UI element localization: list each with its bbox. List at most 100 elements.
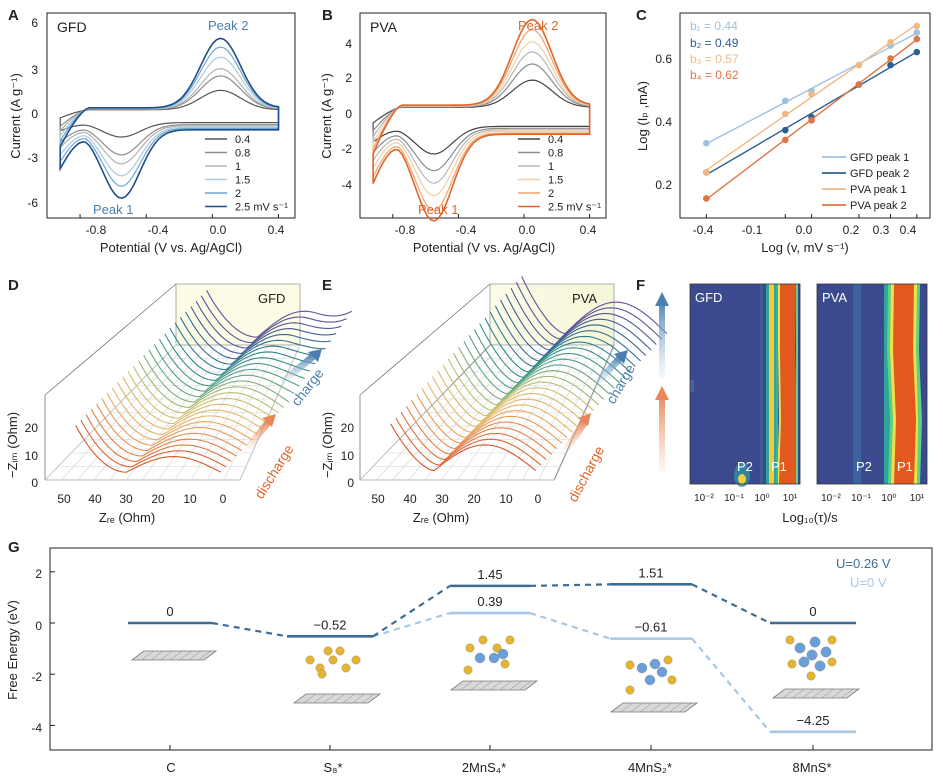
panel-c-ytick: 0.2 — [655, 178, 672, 192]
spectrum-line — [489, 311, 636, 368]
panel-b-ylabel: Current (A g⁻¹) — [319, 73, 334, 159]
legend-label: GFD peak 1 — [850, 152, 909, 164]
panel-f-right-p1: P1 — [897, 459, 913, 474]
panel-f-state-arrows — [655, 292, 669, 473]
u026-connector — [529, 583, 611, 587]
panel-e-xtick: 10 — [499, 492, 513, 506]
atom-icon — [806, 649, 818, 661]
graphene-line — [519, 680, 532, 691]
panel-e-charge-arrow — [593, 350, 628, 387]
graphene-line — [160, 650, 173, 661]
legend-label: 1.5 — [235, 175, 250, 187]
graphene-line — [342, 693, 355, 704]
panel-g-frame — [49, 547, 933, 751]
panel-a: A GFD Peak 2 Peak 1 0.4 0.81 1.52 2.5 mV s⁻… — [8, 7, 296, 255]
atom-icon — [806, 671, 816, 681]
spectrum-line — [515, 282, 662, 340]
graphene-line — [811, 688, 825, 699]
legend-label: 1 — [235, 161, 241, 173]
panel-c-b2: b₂ = 0.49 — [690, 36, 739, 50]
panel-e: E PVA charge discharge 20 10 0 5 — [320, 276, 668, 525]
panel-e-xticks: 50 40 30 20 10 0 — [371, 492, 541, 506]
panel-a-ytick: -3 — [27, 151, 38, 165]
data-point — [887, 61, 894, 69]
panel-c-ytick: 0.4 — [655, 115, 672, 129]
spectrum-line — [447, 358, 594, 411]
panel-a-ylabel: Current (A g⁻¹) — [8, 73, 23, 159]
graphene-line — [679, 702, 692, 713]
panel-f-xtick: 10¹ — [783, 493, 798, 504]
panel-c-b-values: b₁ = 0.44 b₂ = 0.49 b₃ = 0.57 b₄ = 0.62 — [690, 19, 739, 82]
graphene-line — [150, 650, 164, 661]
panel-f-xtick: 10⁰ — [881, 493, 896, 504]
legend-label: 0.8 — [235, 148, 250, 160]
panel-d-discharge: discharge — [251, 441, 297, 501]
spectrum-line — [148, 349, 295, 398]
panel-e-xtick: 20 — [467, 492, 481, 506]
atom-icon — [644, 674, 656, 686]
spectrum-line — [484, 317, 631, 373]
panel-c-xtick: 0.3 — [873, 223, 890, 237]
atom-icon — [785, 635, 795, 645]
spectrum-line — [101, 398, 248, 446]
atom-icon — [625, 685, 635, 695]
spectrum-line — [158, 338, 305, 387]
panel-d-ytick: 20 — [25, 421, 39, 435]
energy-label: 0 — [166, 604, 173, 619]
panel-a-peak2: Peak 2 — [208, 18, 248, 33]
panel-d-ytick: 0 — [31, 476, 38, 490]
panel-b-ytick: -4 — [341, 178, 352, 192]
graphene-line — [352, 693, 365, 704]
graphene-line — [640, 702, 653, 713]
spectrum-line — [200, 295, 347, 344]
data-point — [808, 91, 815, 98]
panel-g-ytick: -4 — [31, 721, 42, 735]
panel-c-xtick: 0.4 — [900, 223, 917, 237]
panel-f-xtick: 10⁻² — [821, 493, 841, 504]
spectrum-line — [400, 411, 547, 461]
spectrum-line — [179, 317, 326, 365]
panel-f-left-p1: P1 — [771, 459, 787, 474]
spectrum-line — [169, 327, 316, 376]
atom-icon — [497, 648, 509, 660]
atom-icon — [814, 660, 826, 672]
panel-d-xtick: 0 — [220, 492, 227, 506]
spectrum-line — [75, 425, 222, 473]
data-point — [887, 38, 894, 46]
atom-icon — [636, 662, 648, 674]
panel-a-xtick: 0.0 — [210, 223, 227, 237]
graphene-line — [499, 680, 512, 691]
spectrum-line — [500, 299, 647, 357]
panel-g-category: C — [166, 760, 175, 775]
panel-e-ytick: 20 — [341, 421, 355, 435]
spectrum-line — [96, 403, 243, 452]
energy-label: 1.51 — [638, 565, 663, 580]
spectrum-line — [143, 354, 290, 403]
panel-c-ylabel: Log (Iₚ ,mA) — [635, 81, 650, 151]
graphene-line — [659, 702, 672, 713]
panel-c-xtick: -0.1 — [742, 223, 763, 237]
panel-f-right-title: PVA — [822, 290, 847, 305]
data-point — [808, 117, 815, 124]
panel-g-category: 2MnS₄* — [462, 760, 506, 775]
panel-f-xtick: 10⁻² — [694, 493, 714, 504]
spectrum-line — [479, 323, 626, 379]
panel-d-letter: D — [8, 277, 19, 294]
graphene-line — [198, 650, 211, 661]
spectrum-line — [117, 381, 263, 430]
data-point — [703, 169, 710, 176]
panel-c-b1: b₁ = 0.44 — [690, 19, 738, 33]
panel-e-title: PVA — [572, 291, 597, 306]
panel-a-xtick: 0.4 — [268, 223, 285, 237]
panel-b-xtick: 0.0 — [519, 223, 536, 237]
panel-f-right-p2: P2 — [856, 459, 872, 474]
spectrum-line — [85, 414, 232, 462]
panel-g-ylabel: Free Energy (eV) — [5, 600, 20, 700]
data-point — [913, 22, 921, 30]
panel-g-ytick: -2 — [31, 670, 42, 684]
panel-a-xticks: -0.8 -0.4 0.0 0.4 — [86, 223, 285, 237]
panel-f-xtick: 10⁻¹ — [724, 493, 744, 504]
spectrum-line — [206, 290, 353, 338]
panel-e-spectra — [390, 276, 668, 472]
